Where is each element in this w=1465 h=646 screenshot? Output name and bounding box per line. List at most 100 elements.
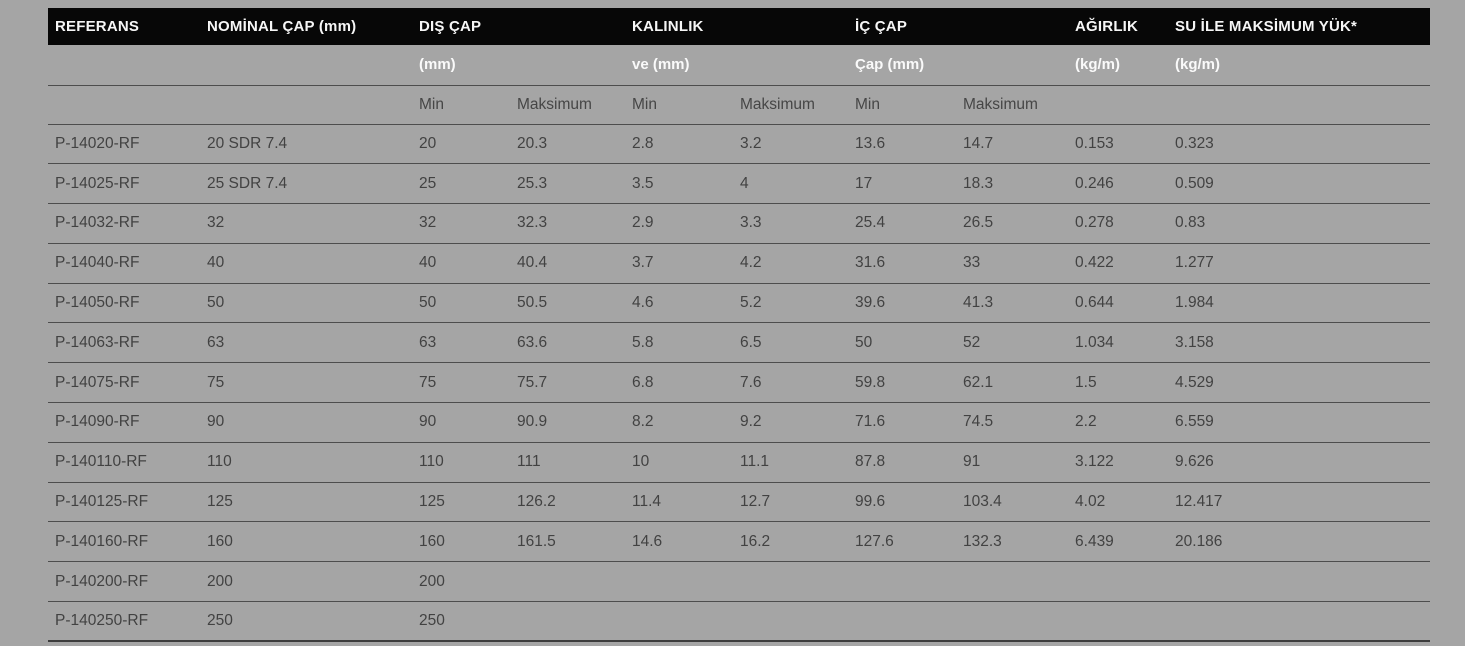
header-ic-cap: İÇ ÇAP <box>848 8 1069 45</box>
table-cell: 1.277 <box>1168 243 1431 284</box>
table-cell: 63 <box>412 322 510 364</box>
table-cell: 103.4 <box>956 482 1069 523</box>
table-cell: 17 <box>848 163 956 205</box>
table-cell <box>1068 561 1169 603</box>
table-row: P-14040-RF 40 40 40.4 3.7 4.2 31.6 33 0.422 1.277 <box>48 243 1431 284</box>
table-cell: 110 <box>200 442 412 483</box>
table-cell: 12.7 <box>733 482 848 523</box>
header-su-yuk-unit: (kg/m) <box>1168 45 1431 86</box>
table-row: P-14050-RF 50 50 50.5 4.6 5.2 39.6 41.3 0.644 1.9… <box>48 283 1431 324</box>
table-cell: 0.153 <box>1068 124 1169 165</box>
table-cell: 2.9 <box>625 203 733 244</box>
table-cell: 4 <box>733 163 848 205</box>
table-cell: 4.2 <box>733 243 848 284</box>
table-cell: 75 <box>200 362 412 404</box>
table-cell <box>733 561 848 603</box>
table-cell <box>510 561 625 603</box>
table-cell: 250 <box>412 601 510 643</box>
header-cell-empty <box>200 85 412 125</box>
table-cell: 3.158 <box>1168 322 1431 364</box>
table-cell: 75.7 <box>510 362 625 404</box>
cell-referans: P-14020-RF <box>48 124 200 165</box>
header-row-units: (mm) ve (mm) Çap (mm) (kg/m) (kg/m) <box>48 45 1431 86</box>
table-cell <box>733 601 848 643</box>
table-cell: 32.3 <box>510 203 625 244</box>
cell-referans: P-14090-RF <box>48 402 200 443</box>
table-cell: 90 <box>200 402 412 443</box>
table-cell <box>848 601 956 643</box>
table-cell: 110 <box>412 442 510 483</box>
table-cell: 0.323 <box>1168 124 1431 165</box>
cell-referans: P-140125-RF <box>48 482 200 523</box>
pipe-spec-table: REFERANS NOMİNAL ÇAP (mm) DIŞ ÇAP KALINL… <box>48 8 1431 643</box>
table-cell: 4.529 <box>1168 362 1431 404</box>
table-row: P-14025-RF 25 SDR 7.4 25 25.3 3.5 4 17 18.3 0.24… <box>48 163 1431 205</box>
table-cell: 33 <box>956 243 1069 284</box>
header-su-yuk: SU İLE MAKSİMUM YÜK* <box>1168 8 1431 45</box>
table-cell: 0.644 <box>1068 283 1169 324</box>
table-cell: 0.278 <box>1068 203 1169 244</box>
table-cell <box>510 601 625 643</box>
table-cell: 0.509 <box>1168 163 1431 205</box>
table-cell: 6.559 <box>1168 402 1431 443</box>
table-cell: 160 <box>412 521 510 563</box>
table-cell: 111 <box>510 442 625 483</box>
cell-referans: P-14063-RF <box>48 322 200 364</box>
table-cell: 4.6 <box>625 283 733 324</box>
header-agirlik: AĞIRLIK <box>1068 8 1169 45</box>
header-dis-cap-unit: (mm) <box>412 45 625 86</box>
table-row: P-14075-RF 75 75 75.7 6.8 7.6 59.8 62.1 1.5 4.529 <box>48 362 1431 404</box>
table-cell: 2.8 <box>625 124 733 165</box>
header-cell-empty <box>48 45 200 86</box>
table-cell: 4.02 <box>1068 482 1169 523</box>
table-cell <box>1168 561 1431 603</box>
table-cell: 20.186 <box>1168 521 1431 563</box>
table-cell: 91 <box>956 442 1069 483</box>
table-cell: 62.1 <box>956 362 1069 404</box>
table-row: P-14063-RF 63 63 63.6 5.8 6.5 50 52 1.034 3.158 <box>48 322 1431 364</box>
table-cell: 20.3 <box>510 124 625 165</box>
table-cell <box>1068 601 1169 643</box>
table-cell: 161.5 <box>510 521 625 563</box>
table-cell: 1.984 <box>1168 283 1431 324</box>
table-cell <box>956 561 1069 603</box>
table-cell: 0.83 <box>1168 203 1431 244</box>
table-cell: 41.3 <box>956 283 1069 324</box>
cell-referans: P-14040-RF <box>48 243 200 284</box>
cell-referans: P-14050-RF <box>48 283 200 324</box>
table-cell: 1.5 <box>1068 362 1169 404</box>
table-cell: 39.6 <box>848 283 956 324</box>
table-header: REFERANS NOMİNAL ÇAP (mm) DIŞ ÇAP KALINL… <box>48 8 1431 125</box>
header-cell-empty <box>1168 85 1431 125</box>
table-cell: 32 <box>412 203 510 244</box>
table-row: P-140160-RF 160 160 161.5 14.6 16.2 127.6 132.3… <box>48 521 1431 563</box>
table-cell <box>625 561 733 603</box>
table-cell: 40 <box>200 243 412 284</box>
table-cell: 20 <box>412 124 510 165</box>
table-cell <box>848 561 956 603</box>
header-row-main: REFERANS NOMİNAL ÇAP (mm) DIŞ ÇAP KALINL… <box>48 8 1431 45</box>
table-cell: 25 <box>412 163 510 205</box>
table-row: P-140110-RF 110 110 111 10 11.1 87.8 91 3.122 9.6… <box>48 442 1431 483</box>
header-row-minmax: Min Maksimum Min Maksimum Min Maksimum <box>48 85 1431 125</box>
table-row: P-140125-RF 125 125 126.2 11.4 12.7 99.6 103.4 4… <box>48 482 1431 523</box>
header-dis-cap-min: Min <box>412 85 510 125</box>
table-cell: 99.6 <box>848 482 956 523</box>
header-cell-empty <box>1068 85 1169 125</box>
table-row: P-14090-RF 90 90 90.9 8.2 9.2 71.6 74.5 2.2 6.559 <box>48 402 1431 443</box>
table-cell: 3.122 <box>1068 442 1169 483</box>
table-cell: 40.4 <box>510 243 625 284</box>
table-cell: 25.3 <box>510 163 625 205</box>
header-ic-cap-unit: Çap (mm) <box>848 45 1069 86</box>
header-cell-empty <box>48 85 200 125</box>
table-cell <box>625 601 733 643</box>
table-cell: 5.2 <box>733 283 848 324</box>
table-cell: 25 SDR 7.4 <box>200 163 412 205</box>
table-row: P-14020-RF 20 SDR 7.4 20 20.3 2.8 3.2 13.6 14.7… <box>48 124 1431 165</box>
table-cell: 3.5 <box>625 163 733 205</box>
table-cell: 3.7 <box>625 243 733 284</box>
table-cell: 71.6 <box>848 402 956 443</box>
table-cell: 90.9 <box>510 402 625 443</box>
header-cell-empty <box>200 45 412 86</box>
